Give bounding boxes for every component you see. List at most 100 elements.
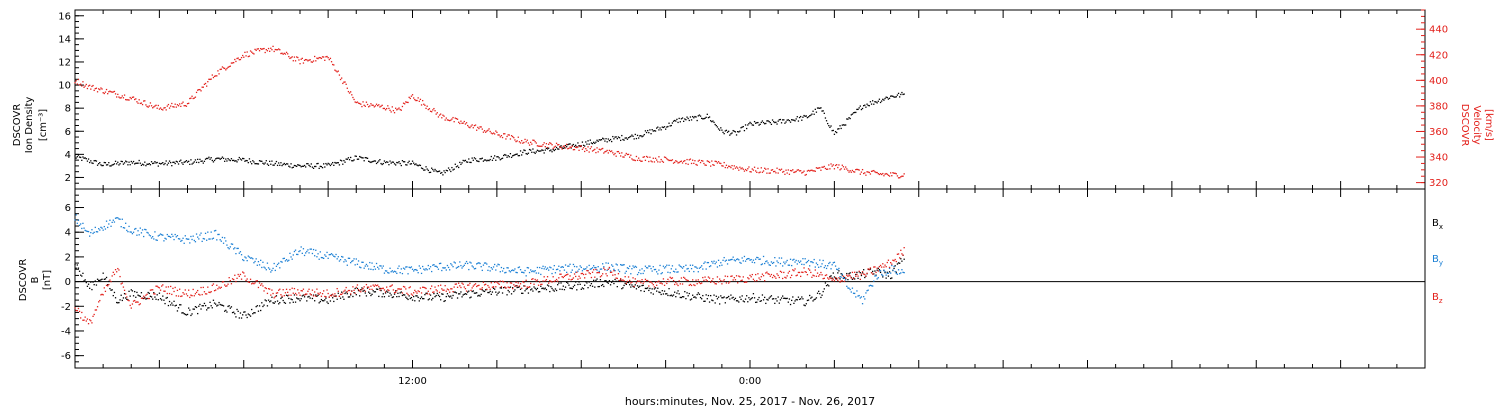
bx-series-point (159, 298, 162, 300)
by-series-point (441, 269, 443, 272)
bz-series-point (769, 275, 771, 277)
bx-series-point (278, 303, 280, 305)
ion-density-series-point (860, 108, 863, 111)
ion-density-series-point (239, 158, 242, 160)
by-series-point (887, 272, 890, 274)
bx-series-point (756, 301, 758, 303)
by-series-point (803, 263, 805, 266)
bz-series-point (796, 274, 798, 276)
bz-series-point (661, 283, 663, 285)
ion-density-series-point (731, 132, 733, 134)
legend-bx: Bx (1432, 218, 1443, 231)
bz-series-point (342, 292, 344, 294)
velocity-series-point (236, 57, 238, 60)
velocity-series-point (87, 85, 90, 87)
by-series-point (150, 237, 153, 239)
bx-series-point (814, 298, 816, 300)
bz-series-point (436, 290, 438, 292)
by-series-point (643, 270, 645, 272)
bz-series-point (840, 280, 842, 282)
by-series-point (100, 226, 102, 228)
bz-series-point (596, 272, 598, 274)
bx-series-point (678, 293, 680, 295)
velocity-series-point (847, 169, 849, 172)
bz-series-point (841, 280, 843, 282)
velocity-series-point (863, 172, 865, 175)
bz-series-point (467, 284, 469, 286)
bz-series-point (706, 280, 708, 282)
ion-density-series-point (107, 164, 109, 166)
by-series-point (143, 235, 145, 238)
velocity-series-point (191, 95, 193, 97)
velocity-series-point (471, 124, 473, 126)
bz-series-point (93, 313, 95, 316)
bx-series-point (793, 302, 795, 304)
bx-series-point (145, 298, 147, 300)
ion-density-series-point (393, 163, 396, 165)
velocity-series-point (486, 130, 488, 132)
bx-series-point (613, 282, 615, 285)
velocity-series-point (677, 162, 679, 164)
velocity-series-point (128, 99, 130, 101)
ion-density-series-point (323, 163, 325, 165)
bx-series-point (860, 274, 863, 277)
ion-density-series-point (726, 131, 729, 133)
bz-series-point (308, 288, 310, 290)
velocity-series-point (518, 141, 521, 143)
by-series-point (300, 246, 302, 248)
bz-series-point (74, 307, 76, 309)
ion-density-series-point (516, 153, 518, 155)
bz-series-point (99, 299, 101, 302)
by-series-point (364, 265, 366, 267)
bz-series-point (519, 283, 522, 285)
ion-density-series-point (636, 134, 639, 137)
velocity-series-point (842, 166, 845, 168)
bz-series-point (783, 271, 785, 274)
bz-series-point (516, 285, 518, 287)
by-series-point (711, 260, 713, 263)
by-series-point (814, 266, 816, 268)
ion-density-series-point (128, 161, 130, 163)
ion-density-series-point (733, 130, 735, 132)
ion-density-series-point (792, 119, 794, 121)
bz-series-point (122, 286, 125, 288)
bx-series-point (185, 314, 188, 316)
bx-series-point (558, 282, 560, 284)
by-series-point (336, 258, 338, 260)
by-series-point (474, 267, 477, 270)
bz-series-point (863, 273, 865, 275)
bx-series-point (743, 301, 746, 303)
ion-density-series-point (633, 138, 635, 140)
by-series-point (269, 268, 271, 270)
by-series-point (561, 265, 563, 268)
by-series-point (149, 235, 152, 237)
bz-series-point (478, 284, 480, 286)
ion-density-series-point (297, 164, 299, 166)
ion-density-series-point (651, 129, 653, 131)
bz-series-point (355, 286, 357, 289)
velocity-series-point (651, 161, 653, 163)
ion-density-series-point (371, 161, 373, 163)
bz-series-point (317, 292, 319, 294)
ion-density-series-point (265, 160, 267, 162)
bx-series-point (212, 299, 215, 301)
bx-series-point (408, 295, 410, 297)
ion-density-series-point (526, 153, 528, 155)
ion-density-series-point (605, 138, 607, 140)
velocity-series-point (343, 81, 345, 83)
by-series-point (231, 243, 234, 245)
ion-density-series-point (602, 137, 604, 139)
bx-series-point (249, 315, 252, 317)
by-series-point (542, 265, 544, 267)
by-series-point (732, 256, 734, 258)
bx-series-point (885, 277, 887, 279)
velocity-series-point (392, 109, 395, 112)
velocity-series-point (420, 104, 423, 106)
ion-density-series-point (93, 160, 95, 162)
velocity-series-point (370, 103, 372, 105)
velocity-series-point (608, 149, 611, 152)
bz-series-point (698, 281, 701, 284)
bx-series-point (636, 285, 639, 287)
by-series-point (105, 220, 108, 222)
velocity-series-point (855, 168, 857, 171)
